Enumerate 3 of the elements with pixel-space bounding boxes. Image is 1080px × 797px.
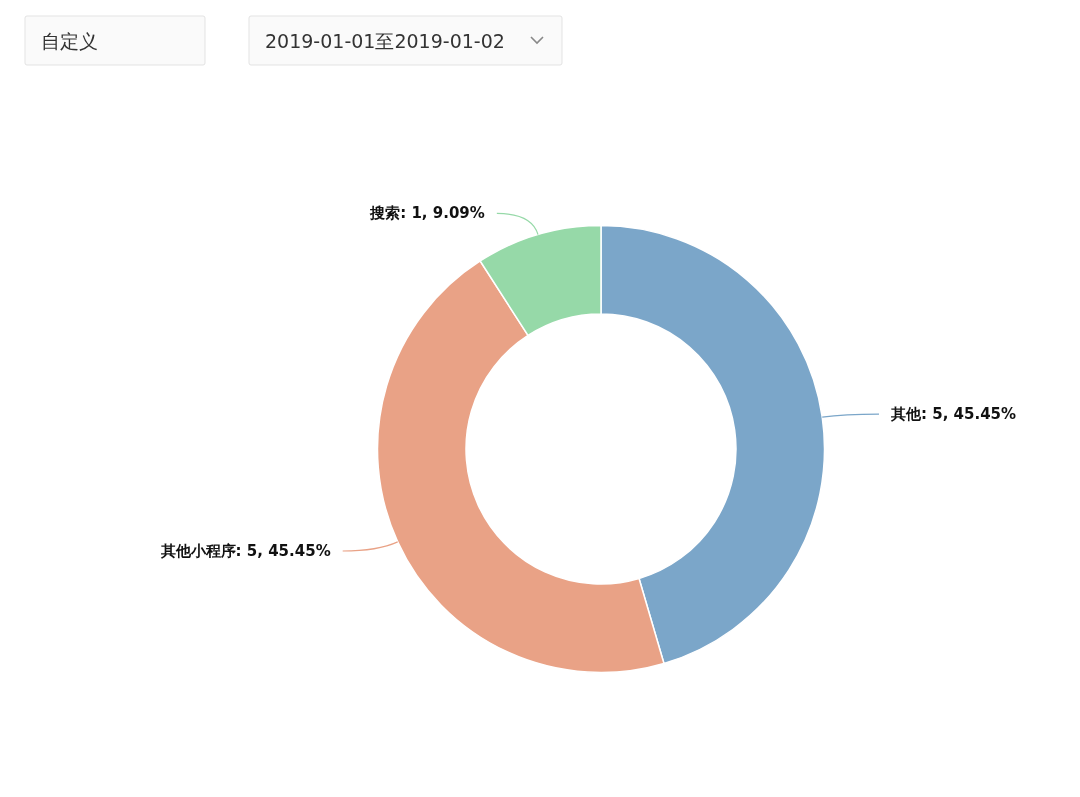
slice-label: 其他小程序: 5, 45.45% (159, 541, 331, 560)
slice-label: 其他: 5, 45.45% (890, 405, 1017, 424)
slice-label: 搜索: 1, 9.09% (369, 204, 485, 223)
